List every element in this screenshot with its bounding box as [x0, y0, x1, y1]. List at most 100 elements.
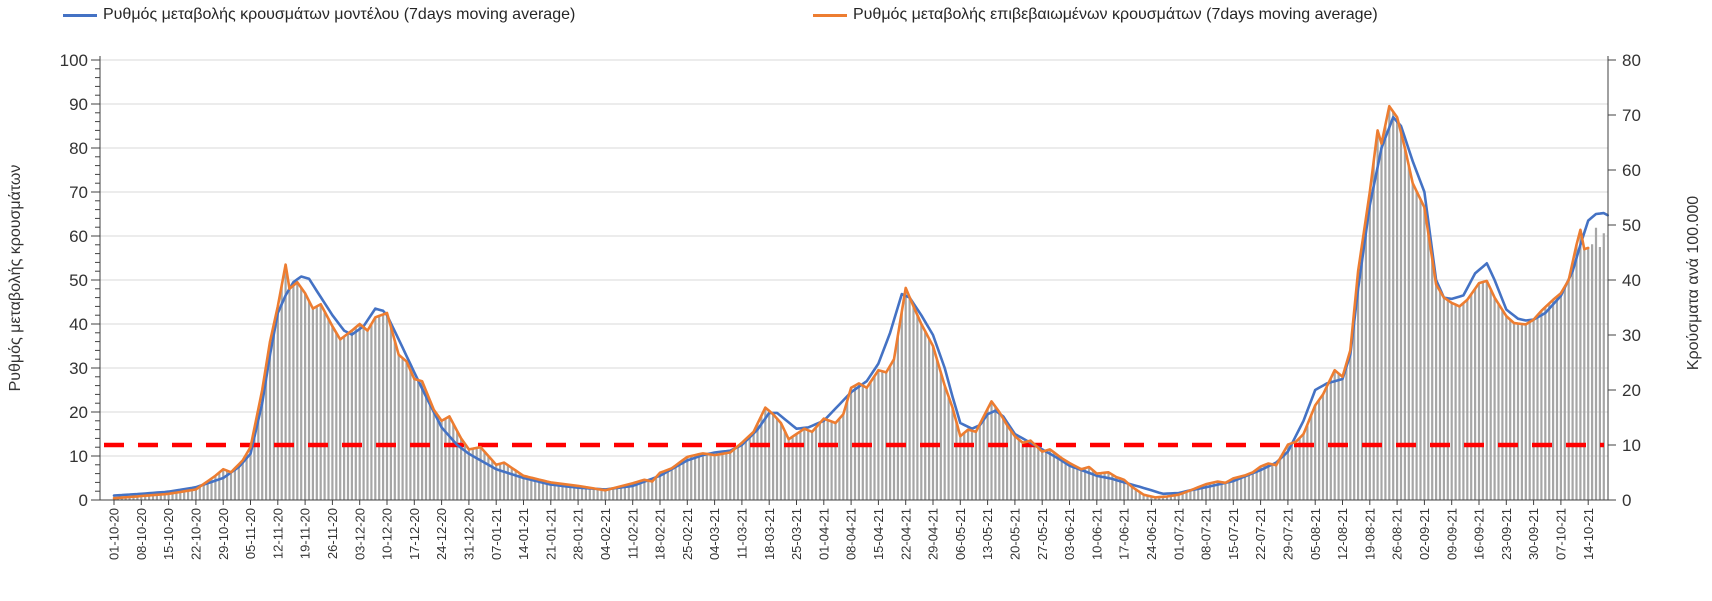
daily-cases-bar: [1138, 491, 1141, 500]
daily-cases-bar: [1481, 282, 1484, 500]
daily-cases-bar: [674, 465, 677, 500]
daily-cases-bar: [530, 477, 533, 500]
daily-cases-bar: [1220, 482, 1223, 501]
daily-cases-bar: [1384, 124, 1387, 501]
daily-cases-bar: [612, 488, 615, 500]
left-tick-label: 10: [69, 447, 88, 466]
daily-cases-bar: [639, 480, 642, 500]
daily-cases-bar: [389, 326, 392, 500]
daily-cases-bar: [1025, 441, 1028, 500]
daily-cases-bar: [144, 495, 147, 500]
daily-cases-bar: [947, 396, 950, 500]
right-tick-label: 70: [1622, 106, 1641, 125]
daily-cases-bar: [990, 401, 993, 500]
daily-cases-bar: [701, 453, 704, 500]
daily-cases-bar: [635, 482, 638, 500]
daily-cases-bar: [1091, 470, 1094, 500]
x-tick-label: 02-09-21: [1417, 508, 1432, 560]
daily-cases-bar: [280, 285, 283, 500]
daily-cases-bar: [885, 372, 888, 500]
daily-cases-bar: [1251, 472, 1254, 500]
daily-cases-bar: [257, 409, 260, 500]
daily-cases-bar: [265, 365, 268, 500]
daily-cases-bar: [538, 479, 541, 500]
left-tick-label: 70: [69, 183, 88, 202]
daily-cases-bar: [1263, 465, 1266, 500]
daily-cases-bar: [970, 430, 974, 500]
x-tick-label: 26-11-20: [325, 508, 340, 559]
daily-cases-bar: [253, 428, 256, 500]
daily-cases-bar: [1485, 281, 1488, 500]
daily-cases-bar: [222, 469, 225, 500]
daily-cases-bar: [237, 464, 240, 500]
daily-cases-bar: [1396, 117, 1399, 500]
daily-cases-bar: [1259, 466, 1262, 500]
daily-cases-bar: [588, 487, 591, 500]
daily-cases-bar: [694, 455, 697, 500]
daily-cases-bar: [249, 447, 252, 500]
daily-cases-bar: [471, 448, 474, 500]
daily-cases-bar: [561, 483, 564, 500]
daily-cases-bar: [499, 463, 502, 500]
daily-cases-bar: [545, 481, 548, 500]
daily-cases-bar: [643, 479, 646, 500]
daily-cases-bar: [417, 380, 420, 500]
daily-cases-bar: [873, 376, 876, 500]
daily-cases-bar: [198, 486, 201, 500]
daily-cases-bar: [1364, 218, 1367, 500]
daily-cases-bar: [210, 478, 213, 500]
daily-cases-bar: [284, 264, 287, 500]
daily-cases-bar: [315, 306, 318, 500]
daily-cases-bar: [1084, 468, 1087, 500]
daily-cases-bar: [1435, 284, 1438, 500]
daily-cases-bar: [343, 336, 346, 500]
daily-cases-bar: [549, 482, 552, 500]
daily-cases-bar: [1388, 106, 1391, 500]
daily-cases-bar: [928, 338, 931, 500]
daily-cases-bar: [409, 370, 412, 500]
daily-cases-bar: [1115, 476, 1118, 500]
daily-cases-bar: [1021, 442, 1024, 500]
daily-cases-bar: [736, 446, 740, 500]
daily-cases-bar: [631, 483, 634, 500]
daily-cases-bar: [413, 379, 416, 500]
daily-cases-bar: [1325, 386, 1328, 500]
daily-cases-bar: [1333, 370, 1336, 500]
daily-cases-bar: [1505, 316, 1508, 500]
daily-cases-bar: [1591, 244, 1594, 500]
x-tick-label: 25-03-21: [789, 508, 804, 560]
daily-cases-bar: [1579, 229, 1582, 500]
daily-cases-bar: [124, 497, 127, 500]
daily-cases-bar: [140, 496, 143, 500]
x-tick-label: 26-08-21: [1390, 508, 1405, 560]
daily-cases-bar: [1060, 458, 1063, 500]
daily-cases-bar: [1208, 483, 1211, 500]
x-tick-label: 08-10-20: [134, 508, 149, 560]
daily-cases-bar: [346, 333, 350, 500]
daily-cases-bar: [1236, 477, 1239, 500]
daily-cases-bar: [1103, 472, 1106, 500]
daily-cases-bar: [982, 416, 985, 500]
x-tick-label: 23-09-21: [1499, 508, 1514, 560]
daily-cases-bar: [799, 431, 802, 500]
x-tick-label: 13-05-21: [980, 508, 995, 560]
daily-cases-bar: [963, 432, 966, 500]
right-tick-label: 30: [1622, 326, 1641, 345]
daily-cases-bar: [834, 423, 837, 500]
daily-cases-bar: [206, 481, 209, 500]
legend-item-confirmed: Ρυθμός μεταβολής επιβεβαιωμένων κρουσμάτ…: [813, 6, 1378, 24]
x-tick-label: 18-02-21: [653, 508, 668, 560]
daily-cases-bar: [955, 421, 958, 500]
daily-cases-bar: [779, 423, 782, 500]
daily-cases-bar: [241, 460, 244, 500]
right-tick-label: 10: [1622, 436, 1641, 455]
daily-cases-bar: [1392, 111, 1395, 500]
daily-cases-bar: [1368, 192, 1371, 500]
x-tick-label: 27-05-21: [1035, 508, 1050, 560]
daily-cases-bar: [721, 453, 724, 500]
daily-cases-bar: [1594, 227, 1598, 500]
daily-cases-bar: [1255, 469, 1258, 500]
daily-cases-bar: [1052, 452, 1055, 500]
daily-cases-bar: [686, 457, 689, 500]
